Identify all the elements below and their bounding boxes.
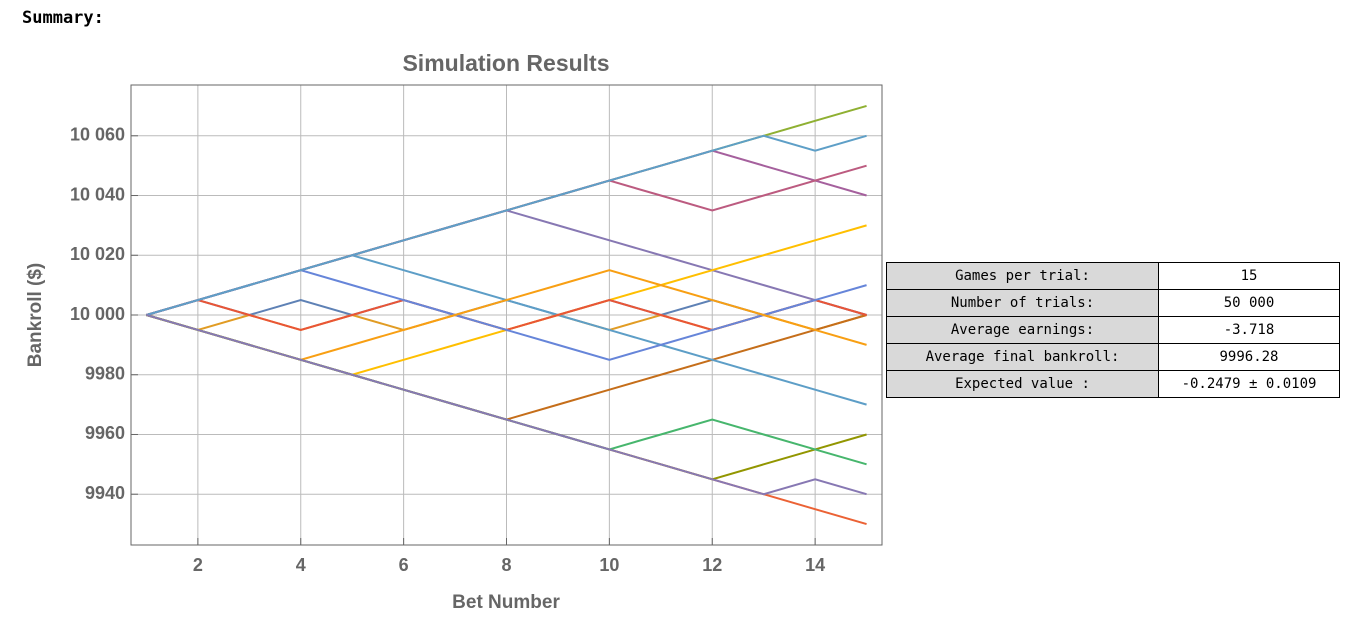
table-row: Average final bankroll: 9996.28 [886, 343, 1340, 371]
x-tick-label: 2 [193, 555, 203, 575]
table-value: -0.2479 ± 0.0109 [1158, 370, 1340, 398]
series-line [146, 314, 867, 496]
x-tick-label: 8 [501, 555, 511, 575]
table-value: 50 000 [1158, 289, 1340, 317]
y-tick-label: 9960 [85, 423, 125, 443]
x-tick-label: 6 [399, 555, 409, 575]
table-value: 15 [1158, 262, 1340, 290]
summary-title: Summary: [22, 8, 104, 28]
series-line [146, 134, 867, 316]
x-tick-label: 10 [599, 555, 619, 575]
chart-title: Simulation Results [402, 50, 609, 76]
summary-table: Games per trial: 15 Number of trials: 50 00… [886, 262, 1340, 398]
table-value: -3.718 [1158, 316, 1340, 344]
y-tick-label: 9940 [85, 483, 125, 503]
table-label: Games per trial: [886, 262, 1159, 290]
y-tick-label: 10 060 [70, 125, 125, 145]
table-row: Average earnings: -3.718 [886, 316, 1340, 344]
x-tick-label: 12 [702, 555, 722, 575]
y-tick-label: 10 040 [70, 184, 125, 204]
table-row: Games per trial: 15 [886, 262, 1340, 290]
table-label: Average final bankroll: [886, 343, 1159, 371]
plot-frame [130, 84, 883, 546]
table-row: Number of trials: 50 000 [886, 289, 1340, 317]
table-label: Average earnings: [886, 316, 1159, 344]
table-label: Number of trials: [886, 289, 1159, 317]
table-body: Games per trial: 15 Number of trials: 50 00… [886, 262, 1340, 398]
x-axis-label: Bet Number [452, 592, 560, 613]
table-value: 9996.28 [1158, 343, 1340, 371]
y-axis-label: Bankroll ($) [25, 263, 46, 368]
y-tick-label: 9980 [85, 363, 125, 383]
table-row: Expected value : -0.2479 ± 0.0109 [886, 370, 1340, 398]
x-tick-label: 4 [296, 555, 306, 575]
chart: Simulation Results Bet Number Bankroll ($)… [25, 50, 883, 613]
y-tick-label: 10 000 [70, 304, 125, 324]
table-label: Expected value : [886, 370, 1159, 398]
y-tick-label: 10 020 [70, 244, 125, 264]
x-tick-label: 14 [805, 555, 825, 575]
